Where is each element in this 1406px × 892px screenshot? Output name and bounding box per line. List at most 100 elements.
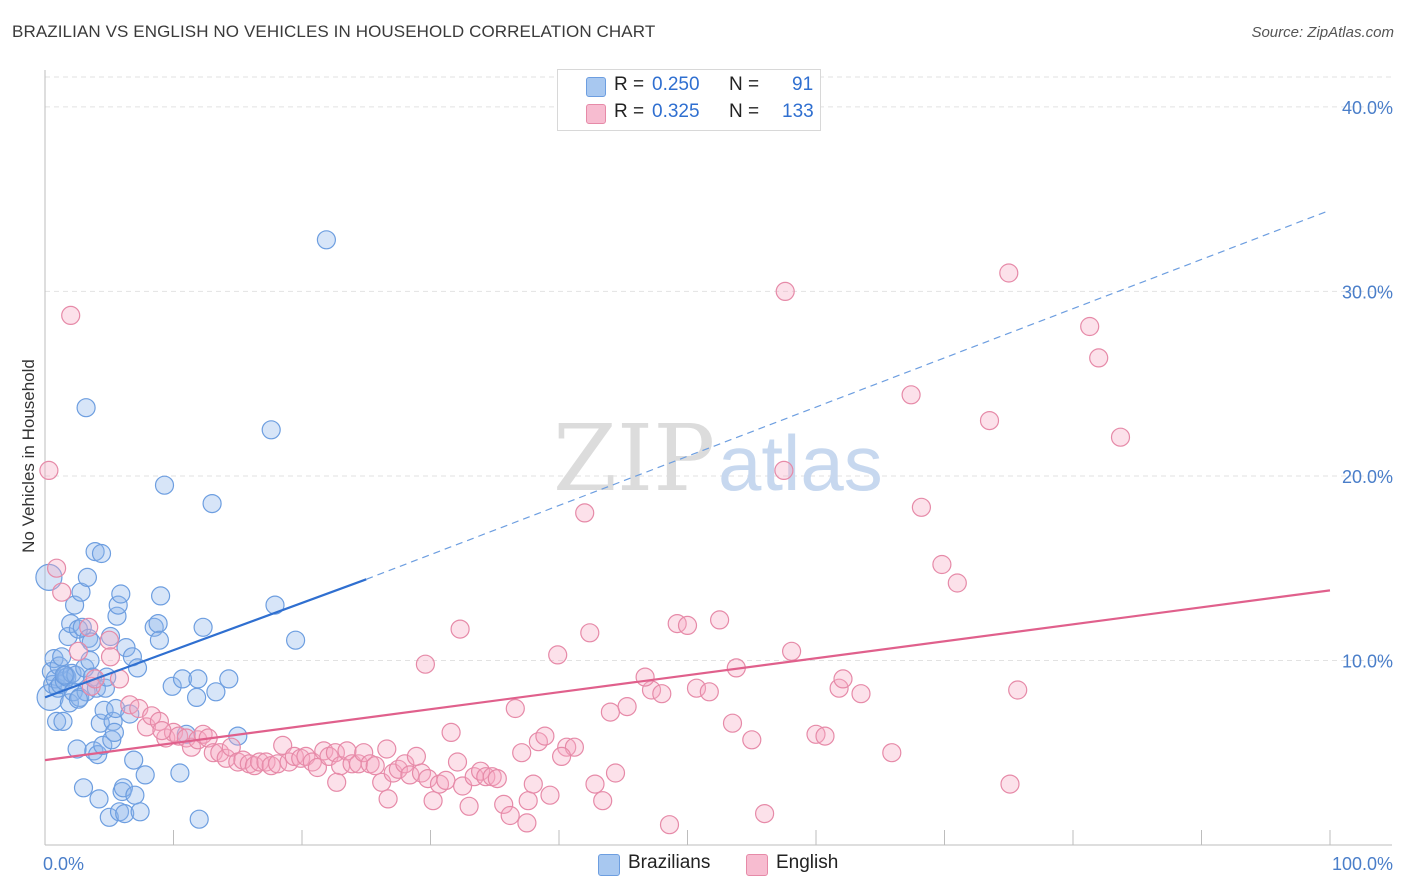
point-english [585, 774, 605, 794]
point-brazilians [172, 669, 193, 689]
point-brazilians [111, 584, 131, 604]
point-english [79, 617, 99, 637]
x-tick-label: 100.0% [1332, 854, 1393, 874]
point-english [709, 610, 730, 630]
point-english [216, 748, 236, 768]
point-english [348, 754, 369, 774]
point-brazilians [189, 809, 209, 829]
point-brazilians [162, 676, 182, 696]
point-english [1080, 316, 1100, 337]
point-english [181, 737, 202, 757]
point-brazilians [149, 630, 169, 650]
trend-line-brazilians [44, 578, 367, 699]
legend-swatch-brazilians [586, 77, 606, 97]
point-english [1008, 680, 1028, 700]
point-brazilians [170, 763, 190, 783]
point-brazilians [113, 778, 134, 798]
point-english [365, 756, 385, 776]
point-english [517, 813, 537, 833]
point-brazilians [188, 669, 208, 689]
point-english [487, 768, 507, 789]
point-english [774, 460, 794, 480]
point-english [593, 791, 613, 811]
point-english [244, 756, 265, 776]
point-brazilians [54, 665, 74, 685]
point-brazilians [154, 475, 175, 495]
point-english [580, 623, 600, 643]
point-english [535, 726, 555, 746]
point-english [450, 619, 470, 639]
point-english [635, 667, 655, 687]
point-english [441, 722, 461, 743]
point-english [999, 263, 1019, 283]
grid-lines [45, 76, 1392, 661]
legend-n-value: 133 [782, 101, 814, 122]
point-brazilians [72, 617, 92, 637]
data-points [35, 230, 1131, 835]
point-english [551, 746, 572, 767]
point-brazilians [53, 711, 73, 732]
point-english [39, 460, 59, 480]
point-brazilians [91, 543, 112, 564]
point-english [652, 684, 672, 704]
watermark-atlas: atlas [718, 419, 883, 507]
point-english [605, 763, 626, 783]
chart-source: Source: ZipAtlas.com [1251, 24, 1394, 41]
point-english [600, 702, 621, 722]
point-english [429, 774, 450, 794]
point-brazilians [73, 778, 94, 798]
point-english [500, 805, 520, 826]
point-brazilians [127, 658, 148, 678]
legend: R = 0.250 N = 91 R = 0.325 N = 133 [557, 69, 821, 131]
point-english [377, 739, 397, 759]
point-english [882, 743, 902, 763]
point-english [523, 774, 543, 794]
point-english [327, 772, 347, 792]
point-brazilians [76, 398, 96, 418]
point-english [415, 654, 435, 674]
point-english [46, 558, 67, 578]
point-brazilians [130, 802, 150, 822]
legend-r-label: R = [614, 74, 645, 95]
point-english [152, 720, 172, 741]
point-english [851, 684, 871, 704]
point-english [557, 737, 577, 757]
point-brazilians [193, 617, 213, 637]
point-english [518, 791, 538, 811]
point-english [233, 750, 253, 770]
point-english [279, 752, 299, 772]
point-english [100, 647, 121, 667]
point-brazilians [265, 595, 285, 615]
point-english [99, 630, 119, 650]
point-english [52, 582, 72, 602]
legend-n-label: N = [729, 74, 760, 95]
point-brazilians [151, 586, 171, 606]
y-tick-label: 40.0% [1342, 98, 1393, 118]
point-english [699, 682, 719, 702]
point-english [775, 281, 795, 301]
point-english [406, 746, 426, 767]
point-brazilians [219, 669, 239, 689]
trend-lines [44, 209, 1331, 762]
point-english [742, 730, 762, 750]
point-english [273, 735, 293, 756]
y-tick-label: 10.0% [1342, 651, 1393, 671]
point-english [722, 713, 743, 733]
point-brazilians [106, 698, 126, 719]
point-english [378, 789, 398, 809]
point-brazilians [52, 647, 72, 667]
point-english [686, 678, 707, 698]
point-brazilians [46, 711, 67, 732]
point-english [1110, 427, 1131, 447]
point-english [754, 803, 775, 824]
point-brazilians [124, 750, 144, 770]
point-english [494, 794, 514, 815]
legend-r-value: 0.325 [652, 101, 700, 122]
point-english [548, 645, 568, 665]
point-english [307, 757, 327, 778]
point-english [833, 669, 853, 689]
point-english [459, 796, 479, 816]
point-brazilians [135, 765, 155, 785]
point-brazilians [104, 722, 125, 743]
point-english [354, 743, 374, 763]
